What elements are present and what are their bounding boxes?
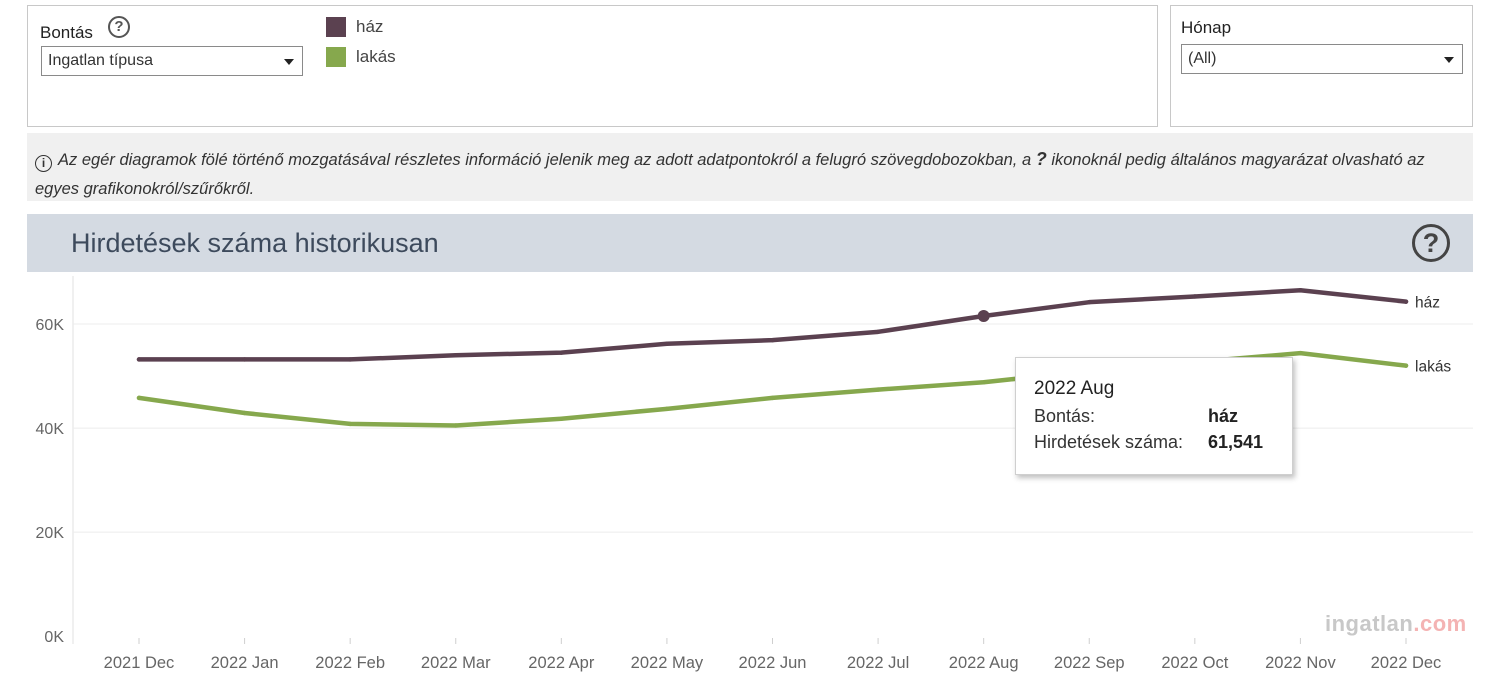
legend-label-haz: ház	[356, 17, 384, 36]
data-point-lakas	[770, 395, 775, 401]
tooltip-title: 2022 Aug	[1034, 378, 1115, 399]
legend-label-lakas: lakás	[356, 47, 396, 66]
info-question-mark: ?	[1035, 149, 1047, 169]
data-point-haz	[347, 357, 353, 362]
x-tick-label: 2022 Apr	[528, 654, 595, 672]
data-point-haz	[1403, 299, 1409, 304]
tooltip-row: Bontás: ház	[1034, 403, 1292, 429]
x-tick-label: 2022 Nov	[1265, 654, 1336, 672]
data-point-haz	[1298, 288, 1303, 293]
data-point-lakas	[981, 380, 986, 385]
breakdown-select-value: Ingatlan típusa	[48, 52, 153, 69]
question-circle-icon[interactable]: ?	[1412, 224, 1450, 262]
x-tick-label: 2022 Mar	[421, 654, 491, 672]
x-tick-label: 2022 Oct	[1161, 654, 1228, 672]
chart-header: Hirdetések száma historikusan ?	[27, 214, 1473, 272]
tooltip-value: 61,541	[1208, 432, 1264, 452]
data-point-haz	[136, 357, 142, 362]
chevron-down-icon	[1444, 57, 1454, 63]
breakdown-label: Bontás	[40, 23, 93, 42]
x-tick-label: 2022 Jul	[847, 654, 909, 672]
data-point-haz	[242, 357, 247, 362]
data-point-lakas	[136, 395, 142, 401]
info-bar: i Az egér diagramok fölé történő mozgatás…	[27, 133, 1473, 201]
month-select[interactable]: (All)	[1181, 44, 1463, 74]
month-label: Hónap	[1181, 18, 1232, 37]
x-tick-label: 2022 Sep	[1054, 654, 1125, 672]
month-select-value: (All)	[1188, 50, 1217, 67]
data-point-haz	[559, 350, 564, 355]
y-tick-label: 20K	[36, 525, 65, 542]
legend-swatch-lakas	[326, 47, 346, 67]
x-tick-label: 2022 Aug	[949, 654, 1019, 672]
y-tick-label: 40K	[36, 421, 65, 438]
data-point-haz	[875, 329, 881, 335]
breakdown-select[interactable]: Ingatlan típusa	[41, 46, 303, 76]
data-point-haz	[770, 337, 775, 343]
info-circle-icon: i	[35, 155, 52, 172]
series-line-haz	[136, 287, 1409, 362]
data-point-lakas	[875, 387, 881, 392]
x-tick-label: 2022 Feb	[315, 654, 385, 672]
y-tick-label: 0K	[44, 629, 64, 646]
data-point-lakas	[1298, 350, 1303, 356]
data-point-lakas	[242, 410, 247, 416]
x-tick-label: 2022 Jun	[739, 654, 807, 672]
data-point-lakas	[664, 406, 670, 412]
chevron-down-icon	[284, 59, 294, 65]
data-point-haz	[664, 341, 670, 346]
filter-panel: Bontás ? Ingatlan típusa ház lakás	[27, 5, 1158, 127]
x-tick-label: 2021 Dec	[104, 654, 175, 672]
data-point-lakas	[453, 423, 458, 428]
legend-item-lakas[interactable]: lakás	[326, 47, 396, 67]
y-tick-label: 60K	[36, 317, 65, 334]
tooltip-key: Bontás:	[1034, 406, 1096, 426]
question-circle-icon[interactable]: ?	[108, 16, 130, 38]
data-point-lakas	[347, 421, 353, 427]
data-point-haz	[1087, 299, 1092, 305]
legend-swatch-haz	[326, 17, 346, 37]
chart-tooltip: 2022 Aug Bontás: ház Hirdetések száma: 6…	[1015, 357, 1293, 475]
tooltip-key: Hirdetések száma:	[1034, 432, 1184, 452]
x-tick-label: 2022 May	[631, 654, 704, 672]
data-point-haz	[453, 353, 458, 358]
legend-item-haz[interactable]: ház	[326, 17, 383, 37]
month-filter-panel: Hónap (All)	[1170, 5, 1473, 127]
watermark-logo: ingatlan.com	[1325, 611, 1467, 636]
series-end-label-lakas: lakás	[1415, 359, 1451, 376]
info-text-before: Az egér diagramok fölé történő mozgatásá…	[58, 151, 1036, 169]
info-text-after: ikonoknál pedig általános magyarázat olv…	[35, 151, 1425, 198]
data-point-haz	[1192, 294, 1198, 299]
series-end-label-haz: ház	[1415, 295, 1440, 312]
highlighted-data-point	[977, 310, 990, 323]
x-tick-label: 2022 Jan	[211, 654, 279, 672]
tooltip-value: ház	[1208, 406, 1239, 426]
x-tick-label: 2022 Dec	[1371, 654, 1442, 672]
tooltip-row: Hirdetések száma: 61,541	[1034, 429, 1292, 455]
line-chart[interactable]: 0K 20K 40K 60K 2021 Dec 2022 Jan 2022 Feb 2022 …	[0, 272, 1500, 680]
chart-title: Hirdetések száma historikusan	[71, 228, 439, 258]
data-point-lakas	[1403, 363, 1409, 368]
data-point-lakas	[559, 416, 564, 421]
